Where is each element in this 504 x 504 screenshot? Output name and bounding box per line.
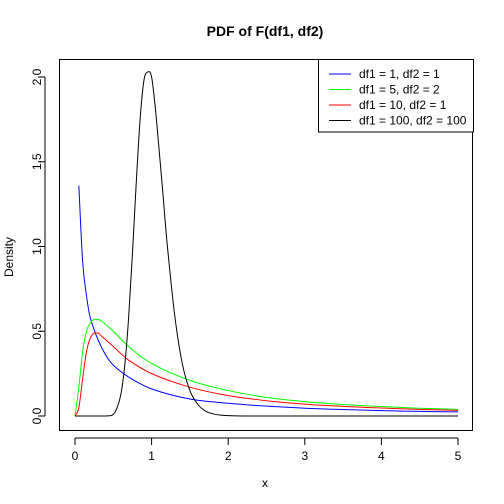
y-tick-label: 1.0 [30,238,44,255]
chart-title: PDF of F(df1, df2) [207,23,324,39]
legend-entry-3: df1 = 10, df2 = 1 [359,98,447,112]
x-tick-label: 5 [455,449,462,463]
legend-box [318,59,474,133]
x-axis: 0 1 2 3 4 5 [72,437,462,463]
series-line-3 [74,332,459,417]
plot-frame [59,59,473,431]
series-line-1 [78,185,459,413]
series-line-2 [74,318,459,417]
legend-entry-4: df1 = 100, df2 = 100 [359,114,467,128]
x-tick-label: 1 [148,449,155,463]
legend-entry-1: df1 = 1, df2 = 1 [359,67,440,81]
y-tick-label: 2.0 [30,68,44,85]
plot-series [74,71,459,417]
x-axis-label: x [262,476,268,490]
y-axis-label: Density [2,237,16,277]
x-tick-label: 0 [72,449,79,463]
y-tick-label: 0.5 [30,323,44,340]
x-tick-label: 4 [378,449,385,463]
y-tick-label: 0.0 [30,407,44,424]
y-axis: 0.0 0.5 1.0 1.5 2.0 [30,68,46,424]
x-tick-label: 3 [301,449,308,463]
x-tick-label: 2 [225,449,232,463]
series-line-4 [74,71,458,417]
y-tick-label: 1.5 [30,153,44,170]
legend-entry-2: df1 = 5, df2 = 2 [359,83,440,97]
